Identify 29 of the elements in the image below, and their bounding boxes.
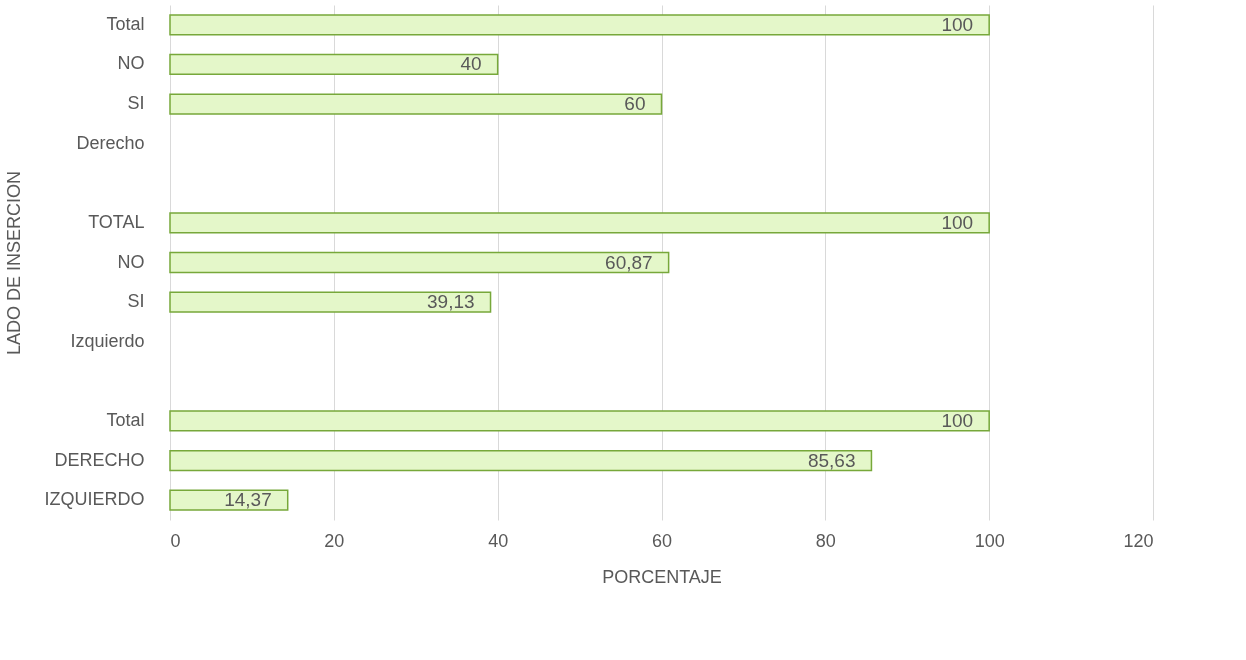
data-label: 100: [941, 409, 974, 431]
y-tick-label: IZQUIERDO: [44, 489, 145, 510]
data-label: 85,63: [807, 449, 856, 471]
y-tick-label: Derecho: [76, 132, 145, 153]
y-tick-label: Total: [106, 13, 145, 34]
data-label: 14,37: [224, 489, 272, 511]
x-tick-label: 100: [974, 530, 1005, 551]
x-axis-title: PORCENTAJE: [602, 566, 722, 587]
x-tick-label: 60: [651, 530, 673, 551]
data-label: 39,13: [426, 291, 475, 313]
x-tick-label: 20: [324, 530, 345, 551]
data-label: 100: [941, 13, 974, 35]
y-tick-label: TOTAL: [88, 211, 145, 232]
y-tick-label: Izquierdo: [70, 330, 145, 351]
data-label: 60,87: [605, 251, 653, 273]
y-tick-label: NO: [117, 53, 145, 74]
x-tick-label: 120: [1123, 530, 1154, 551]
x-tick-label: 40: [488, 530, 509, 551]
data-label: 40: [460, 53, 482, 75]
y-tick-label: SI: [127, 291, 145, 312]
y-tick-label: NO: [117, 251, 145, 272]
y-tick-label: DERECHO: [54, 449, 145, 470]
y-tick-label: SI: [127, 93, 145, 114]
x-tick-label: 0: [170, 530, 181, 551]
x-tick-label: 80: [815, 530, 836, 551]
data-label: 100: [941, 211, 974, 233]
data-label: 60: [624, 93, 646, 115]
y-axis-title: LADO DE INSERCION: [4, 170, 25, 356]
y-tick-label: Total: [106, 409, 145, 430]
